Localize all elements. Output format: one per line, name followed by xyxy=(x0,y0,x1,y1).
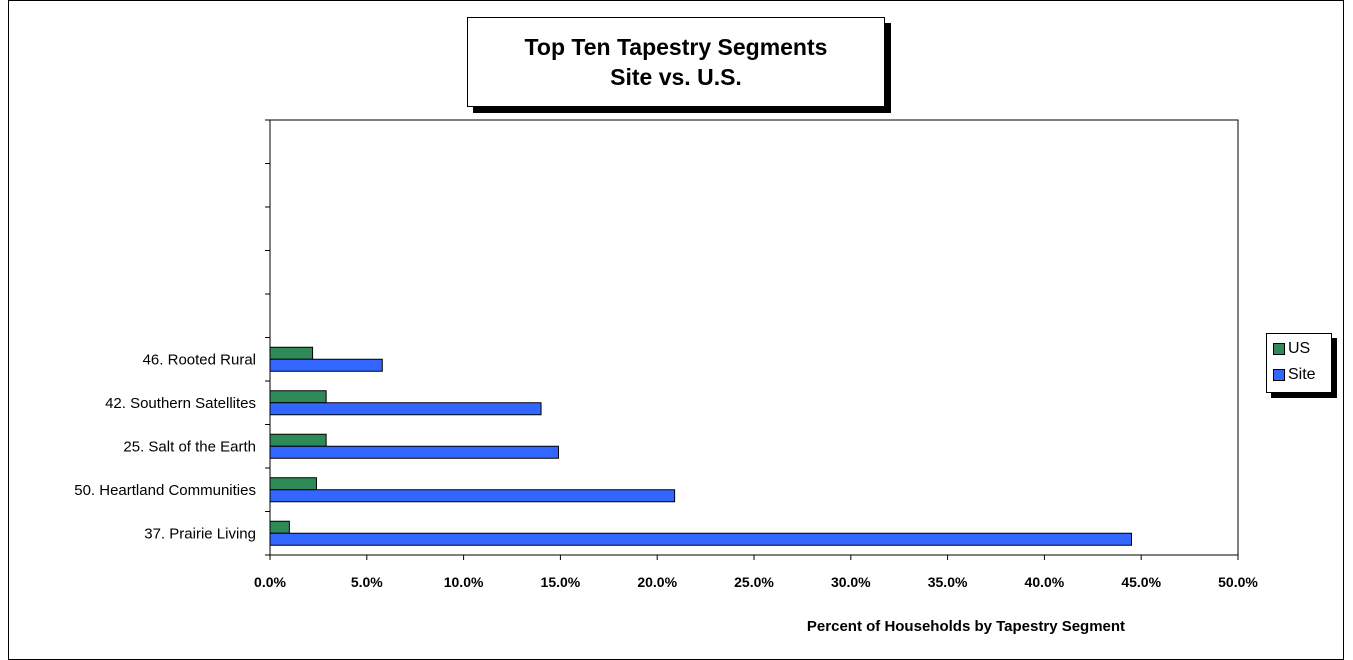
bar-us xyxy=(269,346,314,360)
bar-site xyxy=(269,358,383,372)
x-tick-label: 10.0% xyxy=(444,574,484,590)
x-tick-label: 35.0% xyxy=(928,574,968,590)
chart-title-box: Top Ten Tapestry Segments Site vs. U.S. xyxy=(467,17,885,107)
category-label: 42. Southern Satellites xyxy=(105,395,256,412)
x-tick-label: 5.0% xyxy=(351,574,383,590)
x-tick-label: 15.0% xyxy=(541,574,581,590)
bar-site xyxy=(269,489,676,503)
category-label: 25. Salt of the Earth xyxy=(123,438,256,455)
category-label: 50. Heartland Communities xyxy=(74,482,256,499)
plot-area xyxy=(269,119,1239,556)
bar-site xyxy=(269,402,542,416)
chart-title: Top Ten Tapestry Segments xyxy=(524,34,828,60)
x-tick-label: 50.0% xyxy=(1218,574,1258,590)
x-tick-label: 30.0% xyxy=(831,574,871,590)
legend-swatch-us xyxy=(1273,343,1285,355)
bar-us xyxy=(269,433,327,447)
legend: US Site xyxy=(1266,333,1332,393)
x-tick-label: 25.0% xyxy=(734,574,774,590)
legend-item-us: US xyxy=(1273,339,1310,359)
legend-item-site: Site xyxy=(1273,365,1316,385)
bar-chart: 0.0% 5.0% 10.0% 15.0% 20.0% 25.0% 30.0% 35.0% 40… xyxy=(74,119,1258,635)
x-tick-label: 40.0% xyxy=(1025,574,1065,590)
chart-subtitle: Site vs. U.S. xyxy=(610,64,742,90)
x-tick-label: 45.0% xyxy=(1121,574,1161,590)
category-label: 37. Prairie Living xyxy=(144,525,256,542)
x-tick-label: 20.0% xyxy=(637,574,677,590)
x-tick-label: 0.0% xyxy=(254,574,286,590)
legend-label-site: Site xyxy=(1288,366,1316,383)
category-label: 46. Rooted Rural xyxy=(143,351,256,368)
bar-us xyxy=(269,390,327,404)
bar-us xyxy=(269,477,317,491)
x-axis-title: Percent of Households by Tapestry Segmen… xyxy=(807,618,1125,635)
bar-site xyxy=(269,445,559,459)
legend-label-us: US xyxy=(1288,340,1311,357)
legend-swatch-site xyxy=(1273,369,1285,381)
bar-us xyxy=(269,520,290,534)
bar-site xyxy=(269,532,1133,546)
